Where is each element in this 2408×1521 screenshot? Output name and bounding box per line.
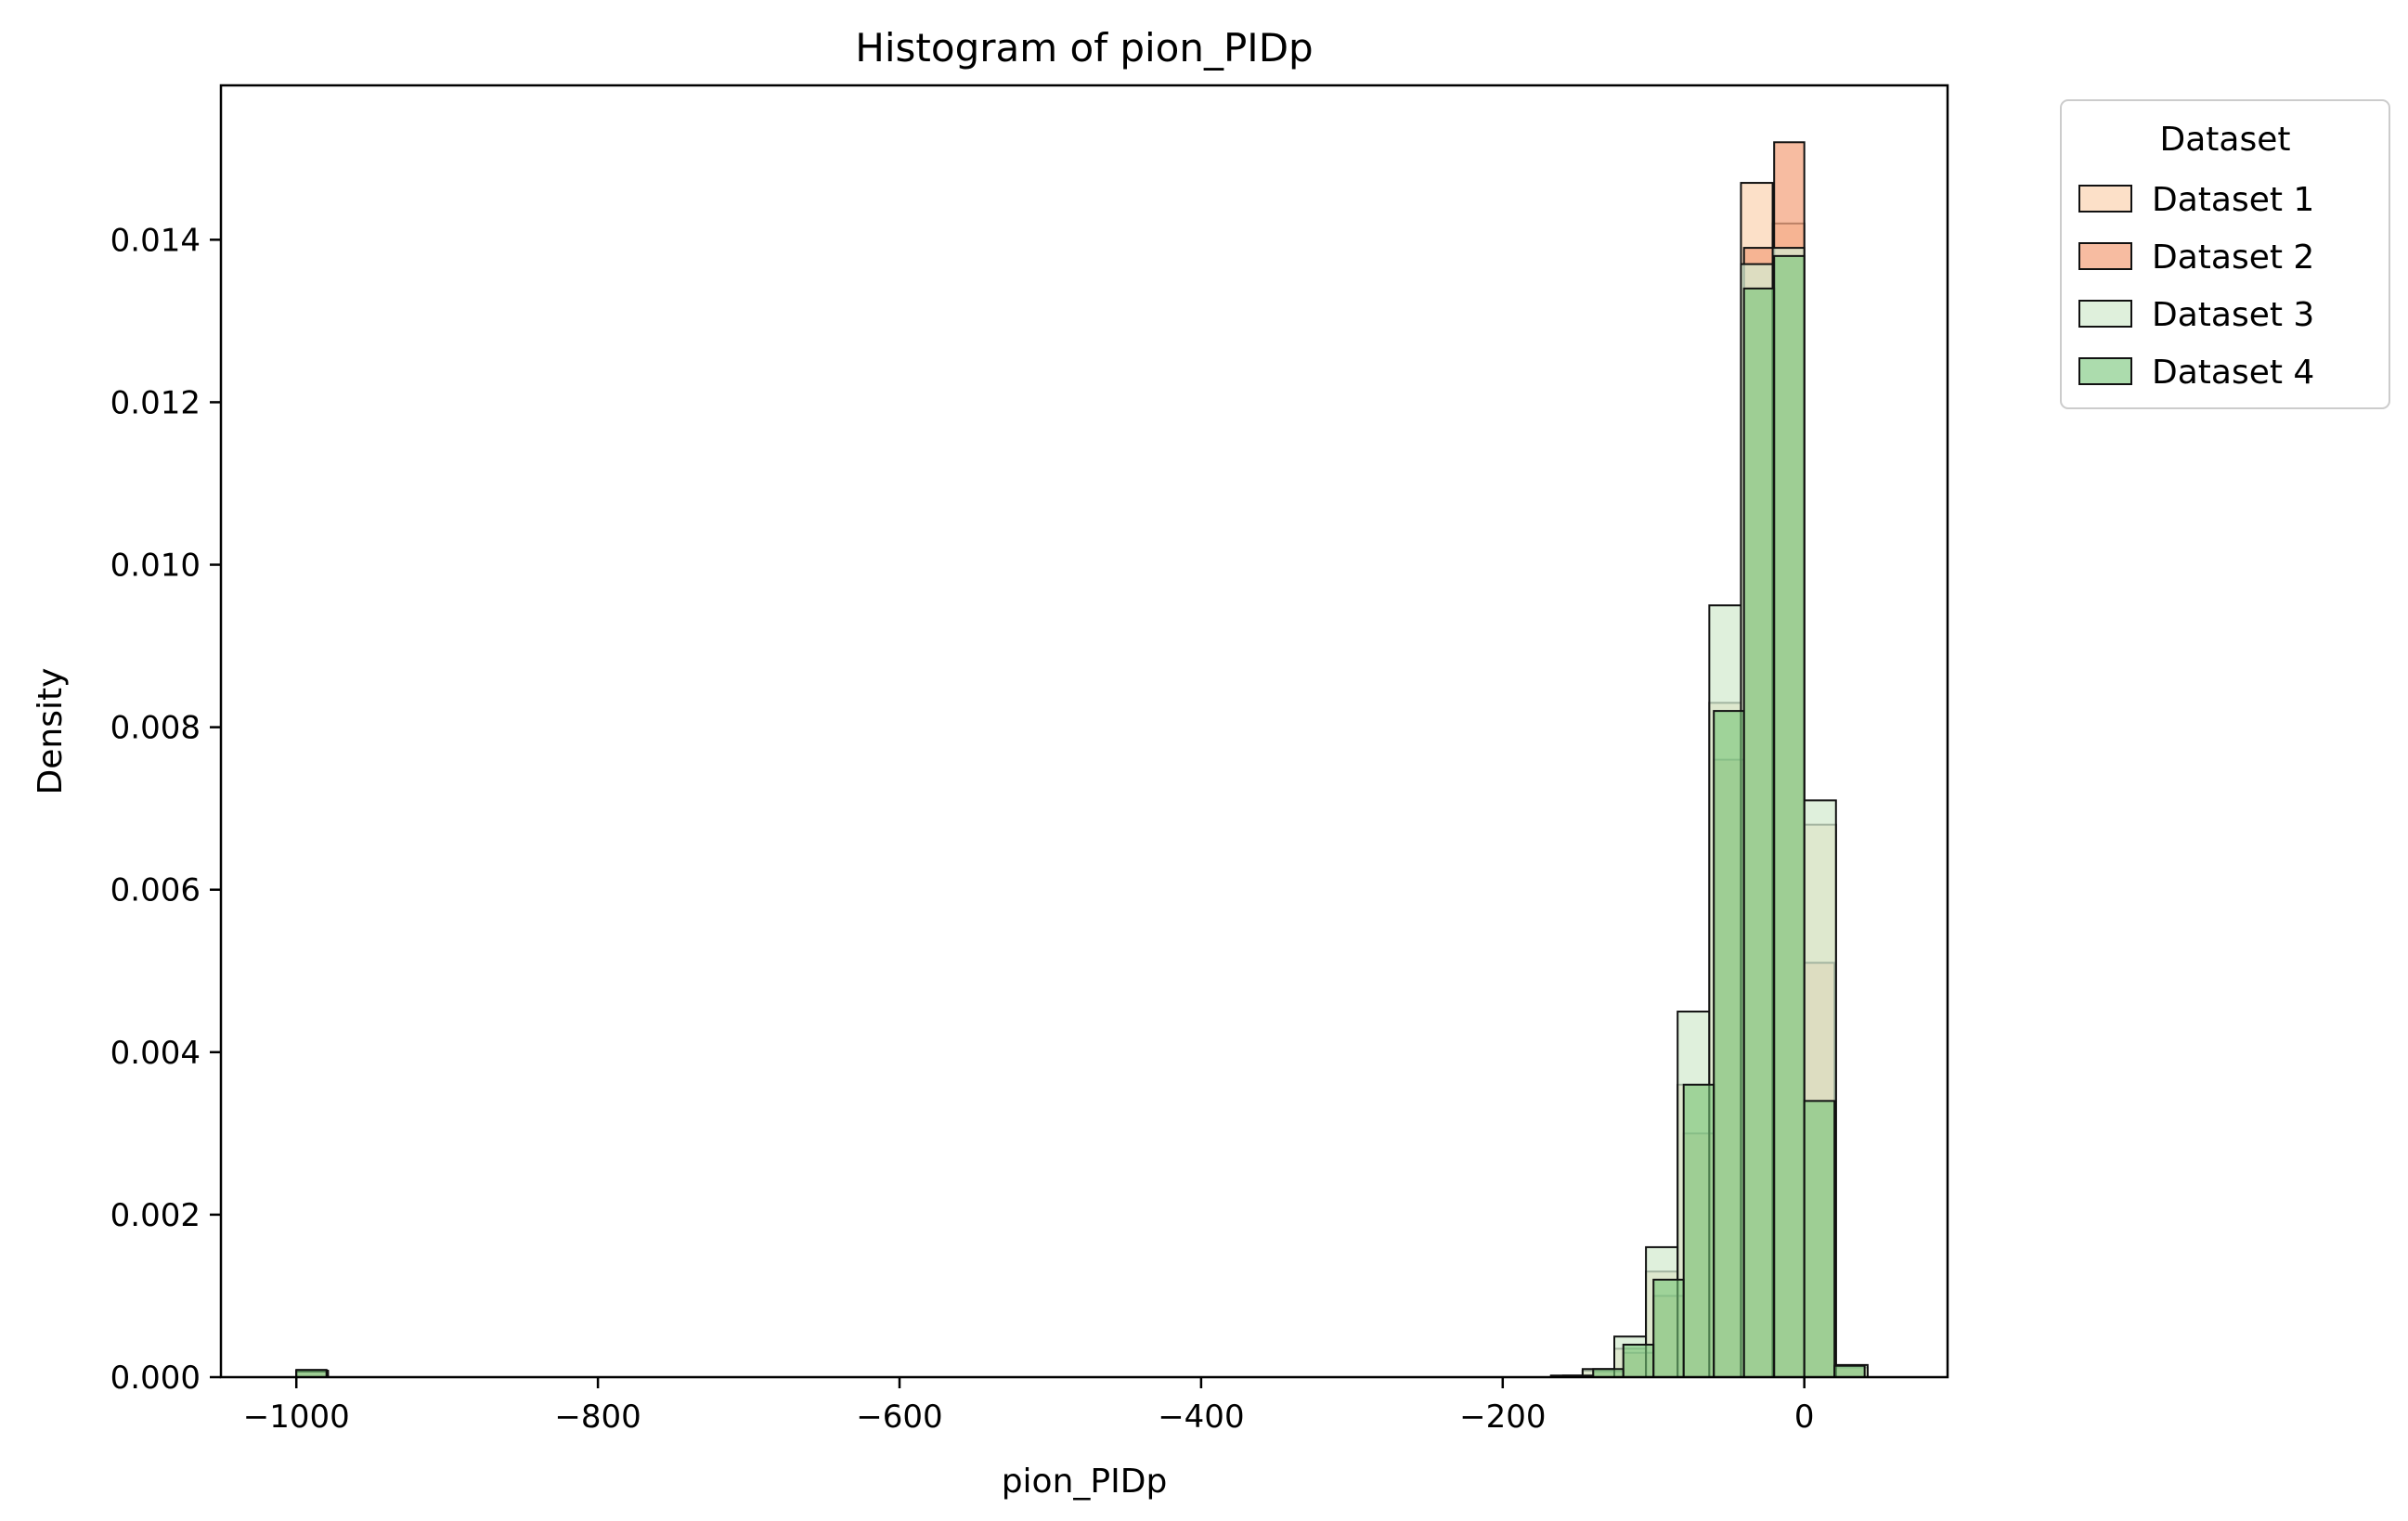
y-axis-label: Density xyxy=(32,668,70,795)
legend-label: Dataset 1 xyxy=(2152,181,2314,219)
x-tick-label: −1000 xyxy=(243,1399,350,1436)
y-axis-ticks: 0.000 0.002 0.004 0.006 0.008 0.010 0.012 0.014 xyxy=(110,222,221,1397)
series-4-bars xyxy=(295,254,1866,1379)
legend-label: Dataset 3 xyxy=(2152,296,2314,334)
y-tick-label: 0.010 xyxy=(110,548,201,585)
legend: Dataset Dataset 1 Dataset 2 Dataset 3 Datas… xyxy=(2060,99,2390,409)
series-2-bars xyxy=(295,141,1866,1379)
series-1-bars xyxy=(295,182,1869,1379)
histogram-bar xyxy=(1652,1278,1685,1378)
y-tick-label: 0.004 xyxy=(110,1035,201,1072)
series-3-bars xyxy=(295,247,1869,1379)
histogram-bar xyxy=(1713,710,1745,1378)
legend-swatch xyxy=(2078,185,2132,213)
y-tick-label: 0.006 xyxy=(110,872,201,909)
histogram-bar xyxy=(1773,254,1806,1379)
legend-swatch xyxy=(2078,357,2132,385)
y-tick-label: 0.000 xyxy=(110,1360,201,1397)
y-tick-label: 0.008 xyxy=(110,710,201,747)
histogram-bars xyxy=(295,141,1869,1379)
histogram-bar xyxy=(1622,1343,1655,1378)
legend-box xyxy=(2060,99,2390,409)
x-tick-label: −800 xyxy=(554,1399,641,1436)
x-tick-label: −400 xyxy=(1158,1399,1244,1436)
legend-swatch xyxy=(2078,242,2132,270)
plot-frame xyxy=(219,84,1949,1379)
histogram-bar xyxy=(1592,1368,1625,1378)
histogram-bar xyxy=(1742,287,1776,1378)
histogram-bar xyxy=(1682,1083,1715,1378)
histogram-bar xyxy=(1833,1364,1866,1378)
x-tick-label: −200 xyxy=(1459,1399,1546,1436)
chart-title: Histogram of pion_PIDp xyxy=(855,25,1313,71)
y-tick-label: 0.014 xyxy=(110,222,201,259)
x-tick-label: 0 xyxy=(1794,1399,1815,1436)
legend-title: Dataset xyxy=(2160,121,2291,159)
legend-label: Dataset 2 xyxy=(2152,238,2314,277)
y-tick-label: 0.002 xyxy=(110,1197,201,1234)
legend-label: Dataset 4 xyxy=(2152,354,2314,392)
x-axis-ticks: −1000 −800 −600 −400 −200 0 xyxy=(243,1377,1815,1436)
legend-swatch xyxy=(2078,300,2132,328)
x-axis-label: pion_PIDp xyxy=(1002,1463,1168,1501)
histogram-bar xyxy=(1803,1100,1836,1378)
y-tick-label: 0.012 xyxy=(110,384,201,421)
x-tick-label: −600 xyxy=(856,1399,942,1436)
